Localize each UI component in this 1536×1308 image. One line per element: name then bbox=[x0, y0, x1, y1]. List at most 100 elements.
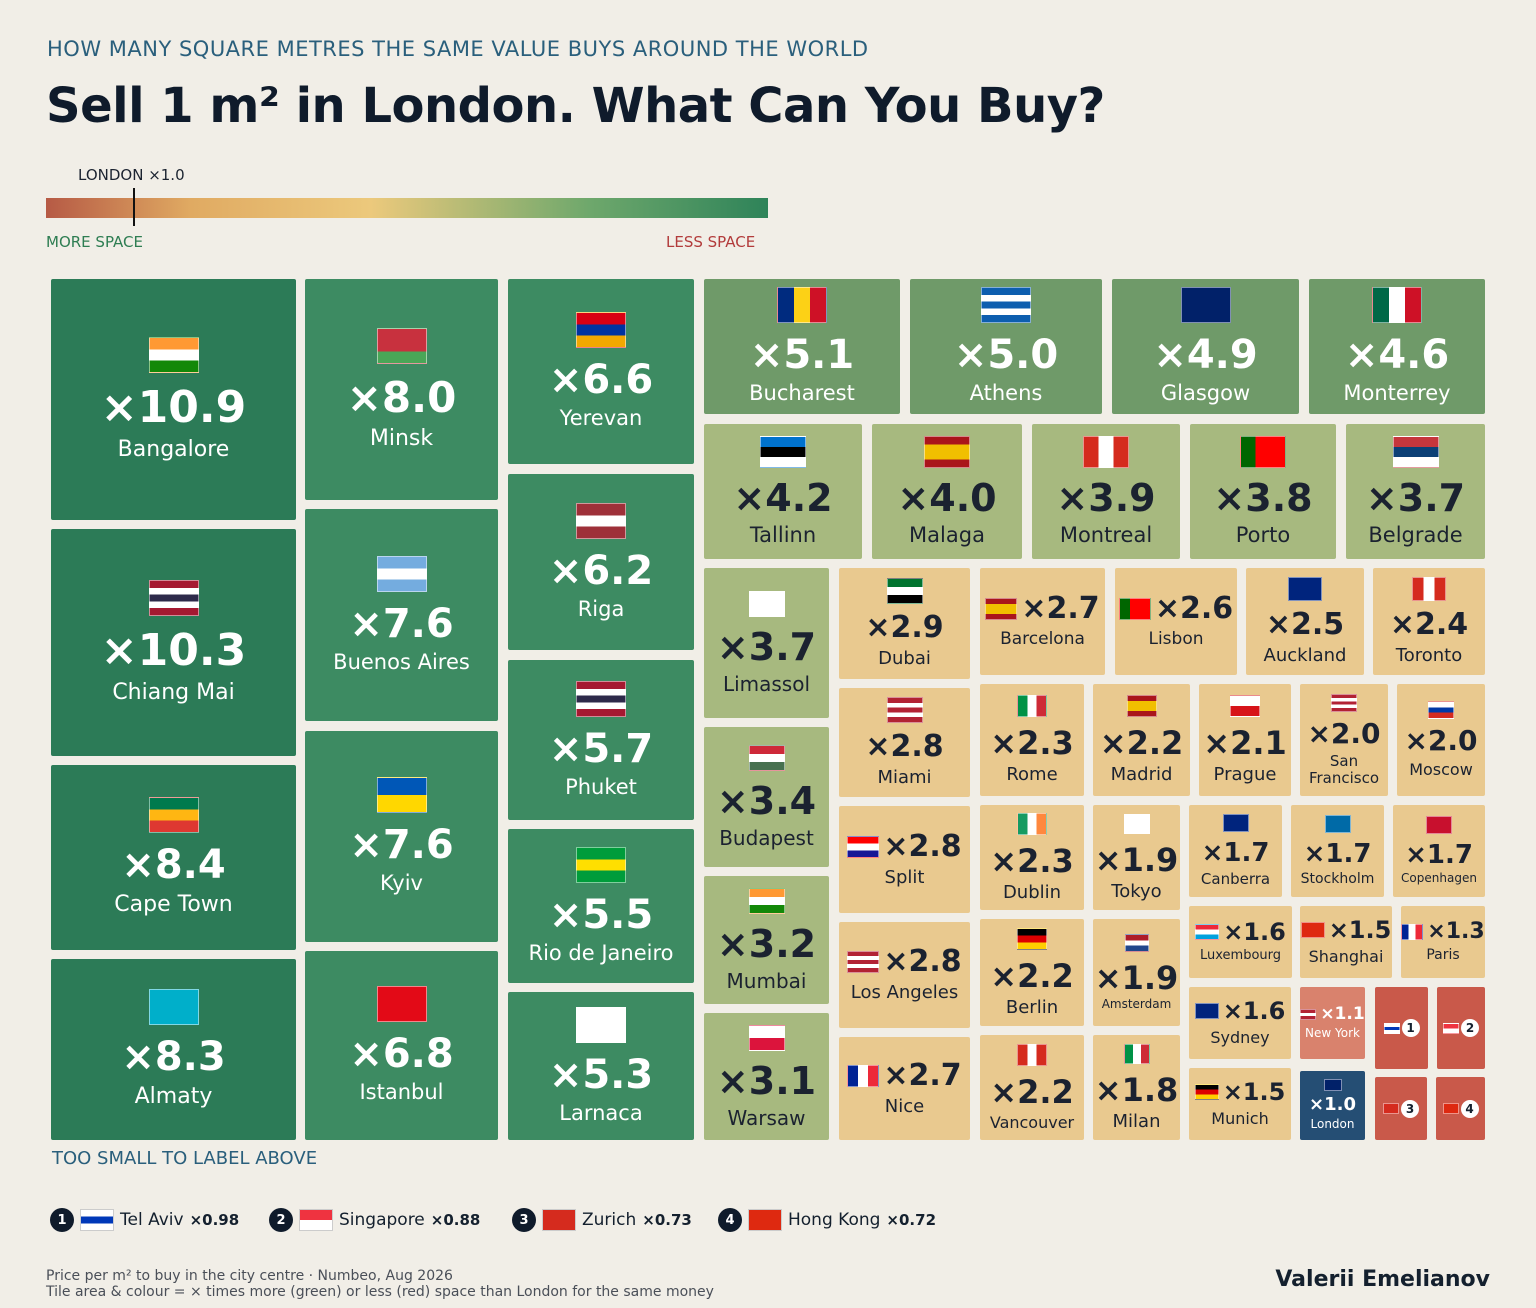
treemap-tile: ×3.4 Budapest bbox=[704, 727, 829, 867]
tile-city: Luxembourg bbox=[1199, 948, 1282, 964]
flag-icon bbox=[748, 888, 785, 914]
flag-icon bbox=[1288, 577, 1322, 602]
tile-multiplier: ×10.3 bbox=[100, 624, 247, 676]
treemap-tile: ×7.6 Kyiv bbox=[305, 731, 498, 942]
too-small-heading: TOO SMALL TO LABEL ABOVE bbox=[52, 1148, 318, 1169]
flag-icon bbox=[376, 986, 427, 1023]
tile-city: Larnaca bbox=[559, 1100, 643, 1125]
treemap-tile-small: 2 bbox=[1437, 987, 1485, 1069]
tile-multiplier: ×4.0 bbox=[897, 475, 997, 520]
flag-icon bbox=[981, 287, 1031, 324]
flag-icon bbox=[376, 777, 427, 814]
flag-icon bbox=[748, 1209, 782, 1231]
treemap-tile: ×5.3 Larnaca bbox=[508, 992, 694, 1140]
treemap-tile: ×10.9 Bangalore bbox=[51, 279, 296, 520]
legend-item: 2 Singapore ×0.88 bbox=[269, 1208, 480, 1232]
flag-icon bbox=[576, 502, 626, 539]
flag-icon bbox=[376, 555, 427, 592]
legend-item: 4 Hong Kong ×0.72 bbox=[718, 1208, 936, 1232]
london-scale-tick bbox=[133, 188, 135, 226]
tile-city: Miami bbox=[877, 767, 932, 789]
treemap-tile: ×1.0 London bbox=[1300, 1071, 1365, 1140]
tile-multiplier: ×1.5 bbox=[1222, 1078, 1286, 1107]
tile-multiplier: ×2.2 bbox=[1099, 724, 1184, 763]
flag-icon bbox=[148, 336, 199, 373]
tile-multiplier: ×1.1 bbox=[1320, 1003, 1365, 1024]
treemap-tile: ×6.6 Yerevan bbox=[508, 279, 694, 464]
flag-icon bbox=[1426, 816, 1452, 835]
flag-icon bbox=[1017, 1043, 1047, 1066]
tile-city: Copenhagen bbox=[1401, 871, 1477, 886]
flag-icon bbox=[985, 598, 1018, 621]
tile-multiplier: ×2.8 bbox=[883, 944, 962, 980]
treemap-tile: ×7.6 Buenos Aires bbox=[305, 509, 498, 721]
flag-icon bbox=[847, 835, 880, 858]
tile-city: Cape Town bbox=[114, 892, 233, 918]
tile-city: San Francisco bbox=[1308, 752, 1380, 787]
tile-multiplier: ×3.8 bbox=[1213, 475, 1313, 520]
tile-multiplier: ×6.6 bbox=[548, 357, 654, 404]
tile-multiplier: ×2.3 bbox=[990, 724, 1074, 763]
treemap-tile: ×5.5 Rio de Janeiro bbox=[508, 829, 694, 983]
tile-city: Almaty bbox=[134, 1084, 213, 1110]
tile-number-badge: 2 bbox=[1461, 1019, 1479, 1037]
treemap-tile: ×2.2 Madrid bbox=[1093, 684, 1190, 796]
legend-item: 1 Tel Aviv ×0.98 bbox=[50, 1208, 239, 1232]
flag-icon bbox=[777, 287, 827, 324]
supertitle: HOW MANY SQUARE METRES THE SAME VALUE BU… bbox=[47, 37, 869, 61]
flag-icon bbox=[748, 745, 785, 771]
treemap-tile: ×8.4 Cape Town bbox=[51, 765, 296, 950]
treemap-tile: ×5.0 Athens bbox=[910, 279, 1102, 414]
tile-multiplier: ×3.4 bbox=[716, 779, 817, 823]
flag-icon bbox=[1017, 812, 1047, 835]
treemap-tile: ×6.8 Istanbul bbox=[305, 951, 498, 1140]
flag-icon bbox=[748, 1024, 785, 1051]
flag-icon bbox=[924, 435, 970, 468]
tile-city: Berlin bbox=[1005, 996, 1059, 1018]
legend-number-badge: 3 bbox=[512, 1208, 536, 1232]
flag-icon bbox=[1194, 1003, 1219, 1020]
tile-city: Porto bbox=[1235, 522, 1291, 547]
treemap-tile: ×3.2 Mumbai bbox=[704, 876, 829, 1004]
tile-city: Minsk bbox=[369, 425, 434, 451]
legend-multiplier: ×0.88 bbox=[430, 1211, 481, 1229]
tile-city: Montreal bbox=[1059, 522, 1153, 547]
flag-icon bbox=[1124, 933, 1149, 952]
legend-city: Zurich bbox=[582, 1210, 637, 1230]
flag-icon bbox=[1392, 435, 1439, 468]
tile-city: Malaga bbox=[909, 522, 985, 547]
tile-multiplier: ×2.0 bbox=[1404, 724, 1478, 758]
scale-marker-label: LONDON ×1.0 bbox=[78, 166, 185, 184]
flag-icon bbox=[1194, 1084, 1219, 1101]
tile-multiplier: ×7.6 bbox=[349, 600, 454, 647]
treemap-tile: ×2.0 San Francisco bbox=[1300, 684, 1388, 796]
flag-icon bbox=[1180, 287, 1231, 324]
flag-icon bbox=[80, 1209, 114, 1231]
treemap-tile: ×3.9 Montreal bbox=[1032, 424, 1180, 559]
flag-icon bbox=[148, 797, 199, 834]
treemap-tile: ×2.7 Barcelona bbox=[980, 568, 1105, 675]
tile-city: Nice bbox=[884, 1095, 925, 1117]
treemap-tile: ×1.7 Copenhagen bbox=[1393, 805, 1485, 897]
tile-multiplier: ×4.9 bbox=[1153, 332, 1258, 379]
flag-icon bbox=[576, 680, 626, 717]
treemap-tile: ×4.6 Monterrey bbox=[1309, 279, 1485, 414]
treemap-tile-small: 1 bbox=[1375, 987, 1428, 1069]
tile-multiplier: ×6.8 bbox=[349, 1031, 454, 1078]
treemap-tile-small: 3 bbox=[1375, 1077, 1427, 1140]
tile-multiplier: ×5.3 bbox=[548, 1051, 654, 1098]
treemap-tile: ×1.8 Milan bbox=[1093, 1035, 1180, 1140]
treemap-tile: ×3.7 Belgrade bbox=[1346, 424, 1485, 559]
tile-city: Milan bbox=[1112, 1110, 1161, 1132]
tile-city: Mumbai bbox=[726, 969, 807, 993]
treemap-tile: ×2.8 Los Angeles bbox=[839, 922, 970, 1028]
treemap-tile: ×1.5 Shanghai bbox=[1300, 906, 1392, 978]
tile-multiplier: ×1.9 bbox=[1094, 958, 1179, 997]
flag-icon bbox=[1126, 695, 1157, 718]
tile-city: Budapest bbox=[719, 826, 814, 850]
scale-right-label: LESS SPACE bbox=[666, 233, 756, 251]
color-scale-bar bbox=[46, 198, 768, 218]
flag-icon bbox=[886, 578, 923, 605]
tile-city: Sydney bbox=[1210, 1028, 1270, 1048]
